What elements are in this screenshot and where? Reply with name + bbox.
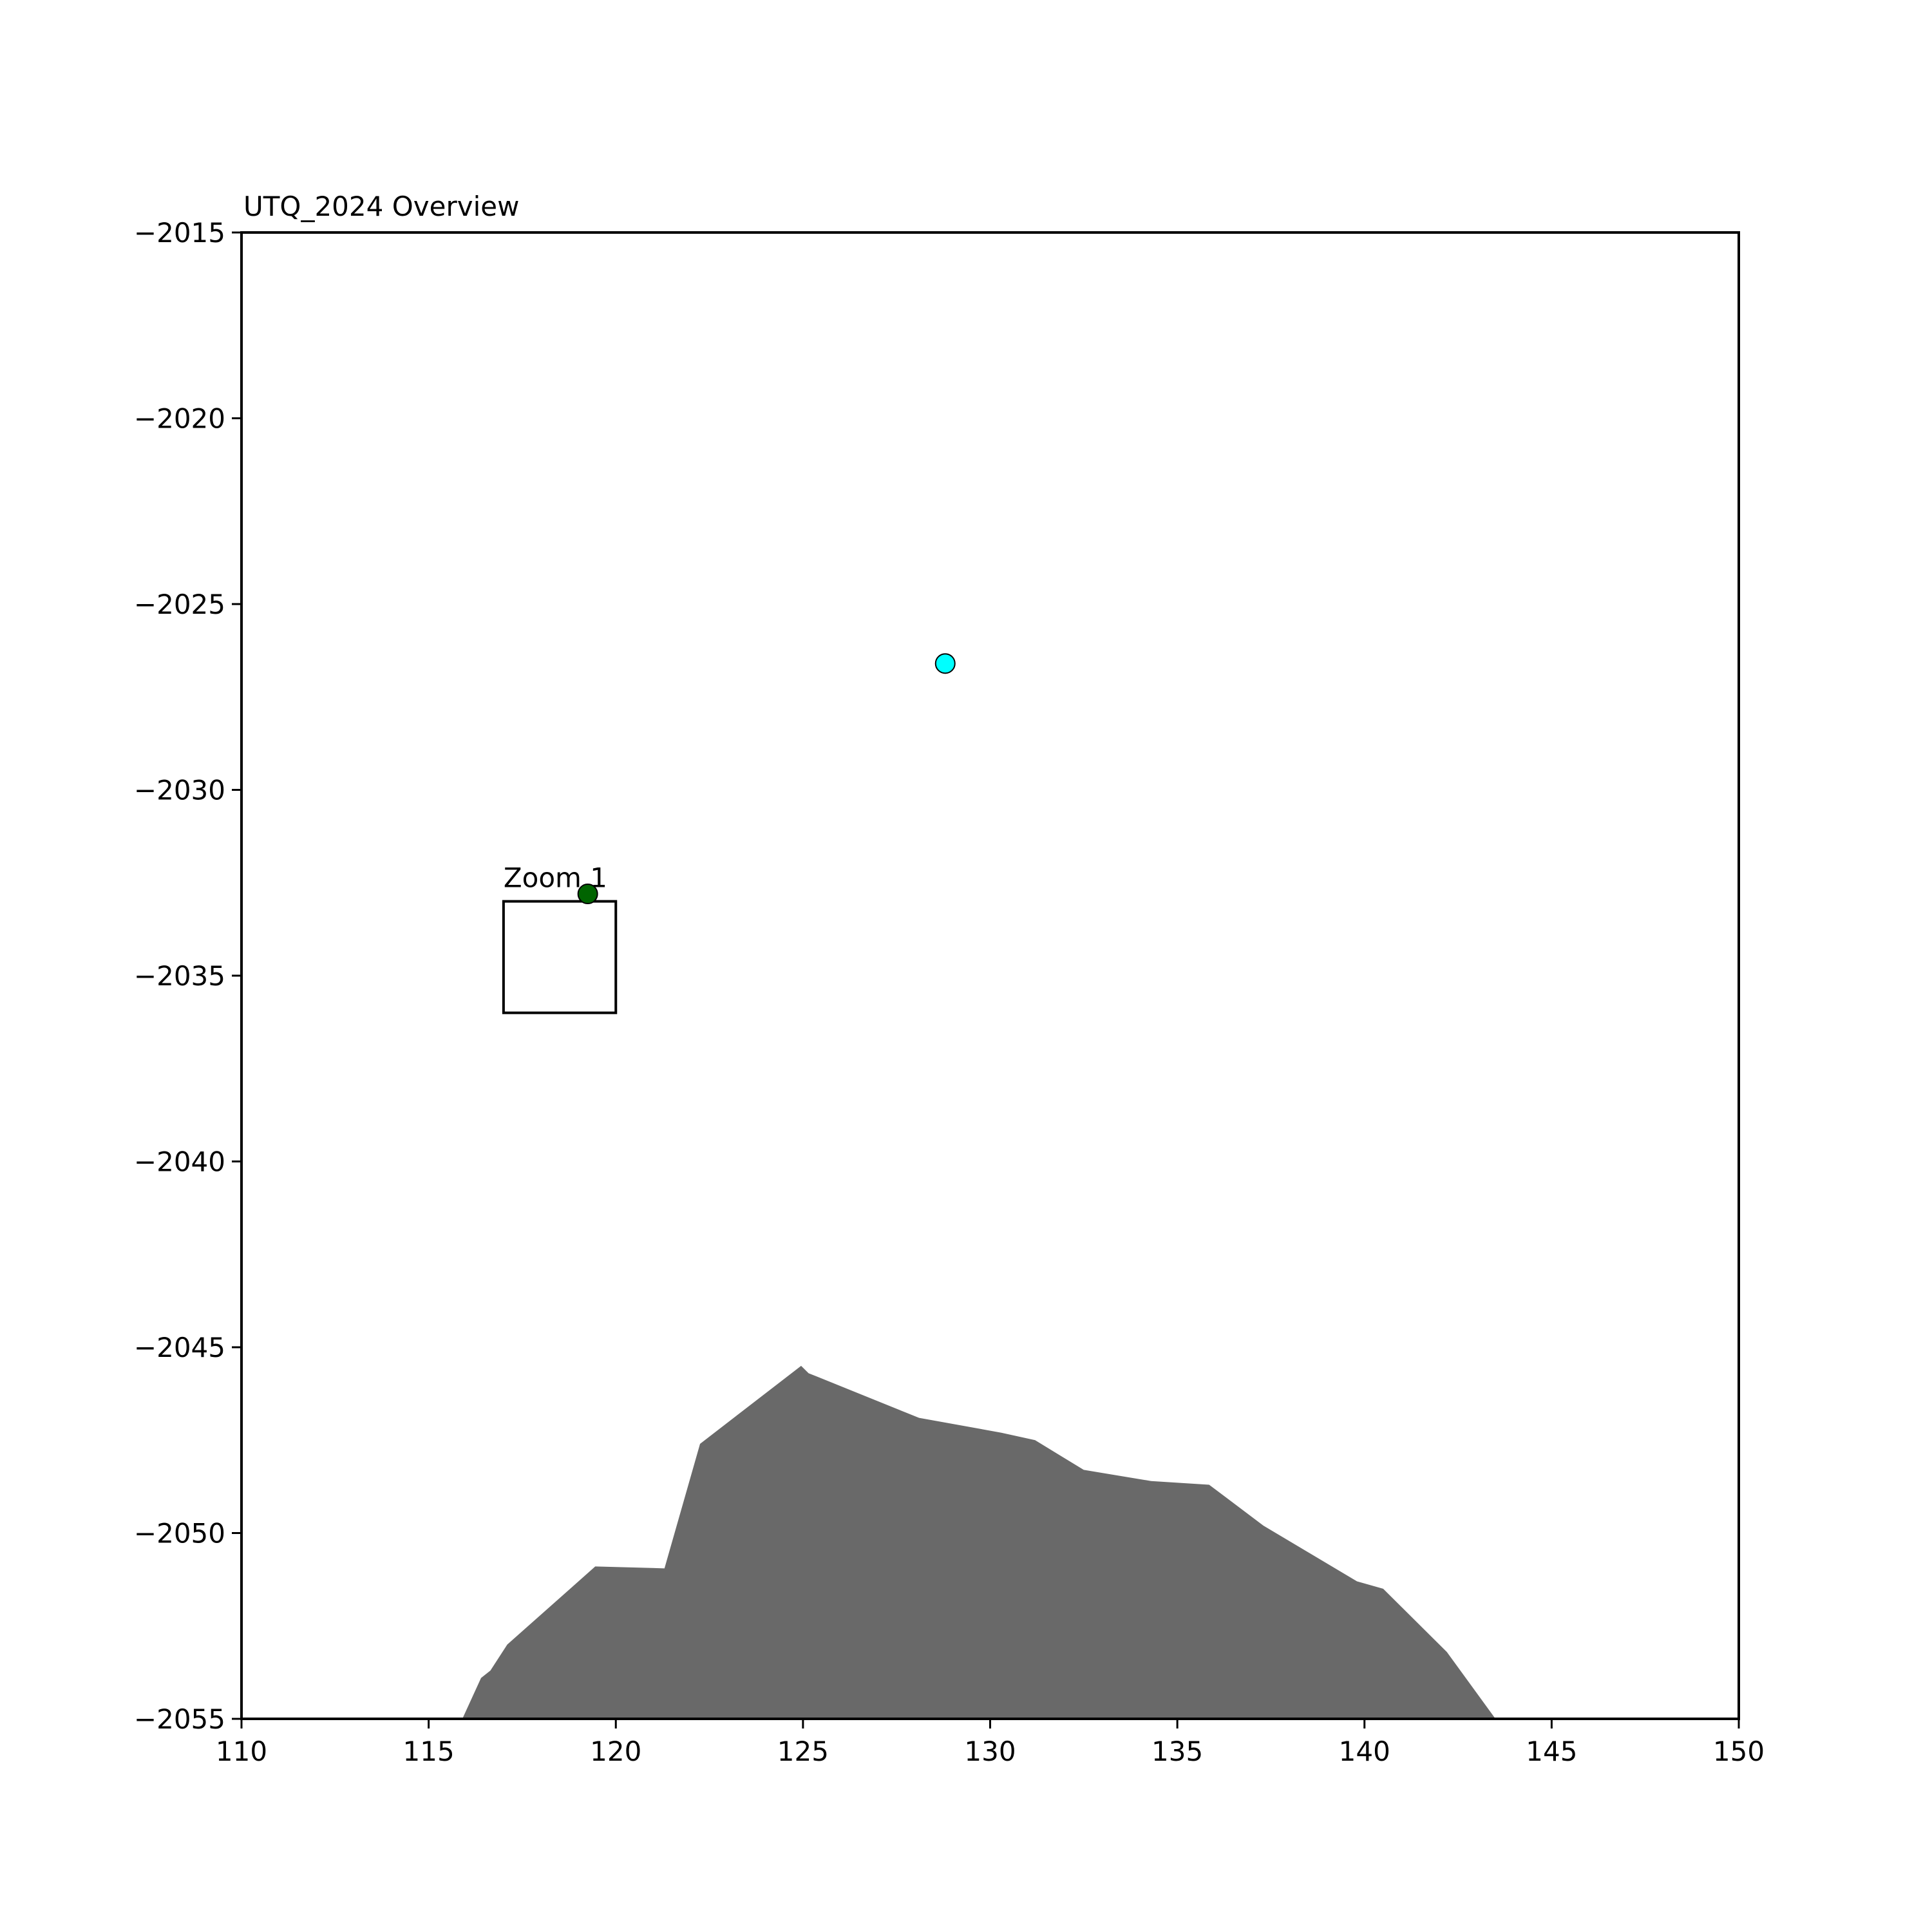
y-tick-label: −2035 [134, 960, 225, 992]
data-point-2 [577, 884, 598, 905]
chart-title: UTQ_2024 Overview [243, 191, 519, 222]
y-tick-label: −2015 [134, 217, 225, 249]
x-tick-label: 150 [1713, 1736, 1765, 1767]
y-tick-label: −2025 [134, 589, 225, 620]
y-tick-label: −2045 [134, 1332, 225, 1363]
y-tick-label: −2050 [134, 1518, 225, 1549]
x-tick-label: 145 [1526, 1736, 1577, 1767]
x-tick-label: 110 [216, 1736, 267, 1767]
y-tick-label: −2020 [134, 403, 225, 435]
x-tick-label: 125 [777, 1736, 829, 1767]
y-tick-label: −2030 [134, 775, 225, 806]
zoom-box [502, 900, 618, 1014]
y-tick-label: −2055 [134, 1703, 225, 1735]
x-tick-label: 115 [403, 1736, 455, 1767]
data-point-1 [934, 653, 956, 674]
terrain-polygon [462, 1365, 1496, 1719]
x-tick-label: 130 [964, 1736, 1016, 1767]
x-tick-label: 140 [1339, 1736, 1390, 1767]
y-tick-label: −2040 [134, 1146, 225, 1178]
x-tick-label: 120 [590, 1736, 641, 1767]
x-tick-label: 135 [1151, 1736, 1203, 1767]
